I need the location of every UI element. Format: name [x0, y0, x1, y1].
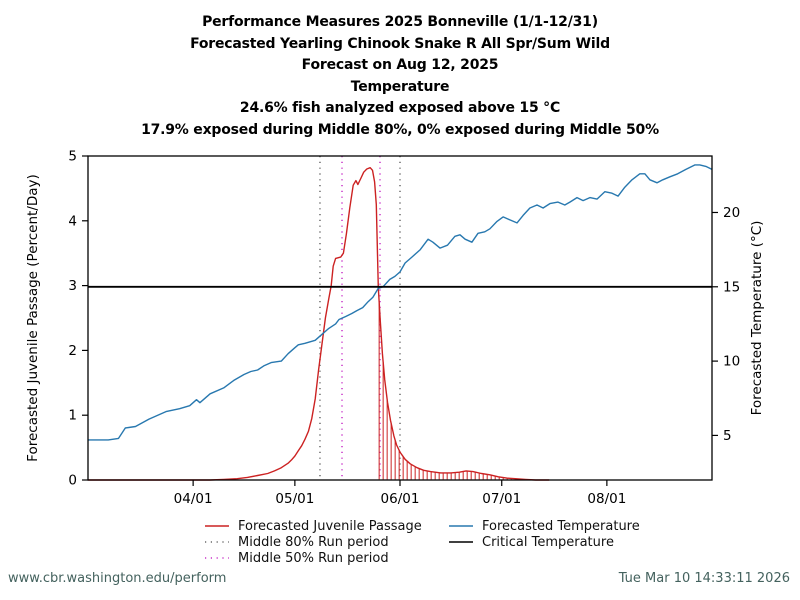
legend-label: Middle 80% Run period: [238, 534, 389, 550]
left-tick-label: 2: [68, 343, 77, 359]
title-line-2: Forecasted Yearling Chinook Snake R All …: [190, 35, 610, 52]
plot-border: [87, 155, 713, 481]
legend-item: Forecasted Temperature: [448, 518, 640, 534]
right-axis-title: Forecasted Temperature (°C): [749, 221, 765, 416]
temperature-line: [88, 164, 713, 441]
right-tick-label: 15: [723, 279, 740, 295]
title-line-1: Performance Measures 2025 Bonneville (1/…: [202, 14, 598, 30]
left-tick-label: 4: [68, 213, 77, 229]
legend-label: Middle 50% Run period: [238, 550, 389, 566]
legend-sample-dotted: [205, 541, 229, 543]
title-line-3: Forecast on Aug 12, 2025: [301, 57, 499, 73]
title-line-5: 24.6% fish analyzed exposed above 15 °C: [239, 100, 561, 116]
x-tick-label: 07/01: [482, 491, 521, 507]
legend-column-right: Forecasted Temperature Critical Temperatu…: [448, 518, 640, 550]
legend-label: Forecasted Juvenile Passage: [238, 518, 422, 534]
passage-line: [88, 166, 550, 481]
footer-timestamp: Tue Mar 10 14:33:11 2026: [618, 571, 790, 586]
right-tick-label: 20: [723, 205, 740, 221]
legend-sample-solid: [205, 525, 229, 527]
title-line-4: Temperature: [350, 78, 450, 95]
left-tick-label: 5: [68, 149, 77, 165]
legend-label: Forecasted Temperature: [482, 518, 640, 534]
right-tick-label: 5: [723, 428, 732, 444]
footer-url: www.cbr.washington.edu/perform: [8, 571, 227, 586]
left-tick-label: 3: [68, 278, 77, 294]
legend-sample-solid: [449, 525, 473, 527]
left-tick-label: 0: [68, 473, 77, 489]
legend-sample-solid: [449, 541, 473, 543]
legend-sample-dotted: [205, 557, 229, 559]
legend-label: Critical Temperature: [482, 534, 614, 550]
x-tick-label: 05/01: [275, 491, 314, 507]
legend-item: Forecasted Juvenile Passage: [204, 518, 422, 534]
title-line-6: 17.9% exposed during Middle 80%, 0% expo…: [141, 121, 659, 138]
title-block: Performance Measures 2025 Bonneville (1/…: [0, 12, 800, 141]
legend-column-left: Forecasted Juvenile Passage Middle 80% Ru…: [204, 518, 422, 566]
legend-item: Critical Temperature: [448, 534, 640, 550]
left-tick-label: 1: [68, 408, 77, 424]
x-tick-label: 06/01: [381, 491, 420, 507]
legend-item: Middle 80% Run period: [204, 534, 422, 550]
legend-item: Middle 50% Run period: [204, 550, 422, 566]
x-tick-label: 08/01: [587, 491, 626, 507]
right-tick-label: 10: [723, 354, 740, 370]
left-axis-title: Forecasted Juvenile Passage (Percent/Day…: [25, 174, 41, 462]
x-tick-label: 04/01: [174, 491, 213, 507]
